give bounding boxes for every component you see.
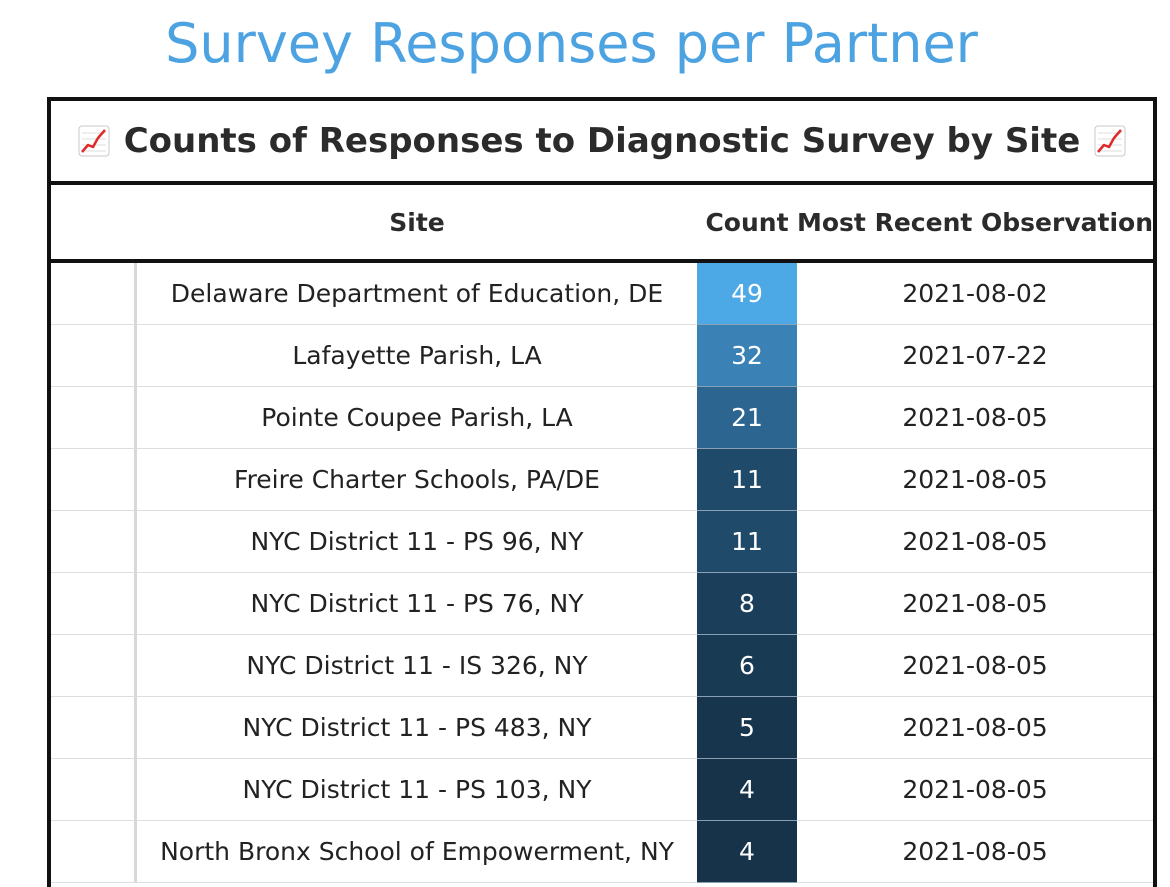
site-column-header[interactable]: Site bbox=[389, 207, 445, 237]
site-cell: NYC District 11 - IS 326, NY bbox=[137, 635, 697, 697]
table-row: Freire Charter Schools, PA/DE 11 2021-08-0… bbox=[51, 449, 1153, 511]
date-cell: 2021-08-05 bbox=[797, 449, 1153, 511]
site-cell: NYC District 11 - PS 483, NY bbox=[137, 697, 697, 759]
date-cell: 2021-08-02 bbox=[797, 263, 1153, 325]
row-index-cell bbox=[51, 697, 137, 759]
date-cell: 2021-08-05 bbox=[797, 573, 1153, 635]
table-caption-text: Counts of Responses to Diagnostic Survey… bbox=[123, 121, 1081, 161]
date-cell: 2021-08-05 bbox=[797, 697, 1153, 759]
date-cell: 2021-08-05 bbox=[797, 635, 1153, 697]
row-index-cell bbox=[51, 759, 137, 821]
row-index-cell bbox=[51, 325, 137, 387]
count-cell: 21 bbox=[697, 387, 797, 449]
table-caption: Counts of Responses to Diagnostic Survey… bbox=[51, 101, 1153, 185]
count-cell: 32 bbox=[697, 325, 797, 387]
table-row: NYC District 11 - PS 103, NY 4 2021-08-05 bbox=[51, 759, 1153, 821]
count-cell: 11 bbox=[697, 449, 797, 511]
date-column-header[interactable]: Most Recent Observation bbox=[797, 207, 1153, 237]
table-row: Delaware Department of Education, DE 49 20… bbox=[51, 263, 1153, 325]
count-cell: 4 bbox=[697, 759, 797, 821]
site-cell: North Bronx School of Empowerment, NY bbox=[137, 821, 697, 883]
site-cell: Delaware Department of Education, DE bbox=[137, 263, 697, 325]
date-cell: 2021-08-05 bbox=[797, 387, 1153, 449]
row-index-cell bbox=[51, 573, 137, 635]
table-row: NYC District 11 - PS 76, NY 8 2021-08-05 bbox=[51, 573, 1153, 635]
site-cell: Lafayette Parish, LA bbox=[137, 325, 697, 387]
count-cell: 8 bbox=[697, 573, 797, 635]
table-row: NYC District 11 - IS 326, NY 6 2021-08-05 bbox=[51, 635, 1153, 697]
count-column-header[interactable]: Count bbox=[705, 207, 789, 237]
site-cell: NYC District 11 - PS 96, NY bbox=[137, 511, 697, 573]
date-cell: 2021-08-05 bbox=[797, 759, 1153, 821]
chart-increasing-icon bbox=[78, 125, 110, 157]
table-row: North Bronx School of Empowerment, NY 4 20… bbox=[51, 821, 1153, 883]
date-cell: 2021-08-05 bbox=[797, 511, 1153, 573]
chart-increasing-icon bbox=[1094, 125, 1126, 157]
count-cell: 49 bbox=[697, 263, 797, 325]
table-row: NYC District 11 - PS 483, NY 5 2021-08-05 bbox=[51, 697, 1153, 759]
date-cell: 2021-08-05 bbox=[797, 821, 1153, 883]
table-row: Lafayette Parish, LA 32 2021-07-22 bbox=[51, 325, 1153, 387]
row-index-cell bbox=[51, 387, 137, 449]
row-index-cell bbox=[51, 821, 137, 883]
count-cell: 6 bbox=[697, 635, 797, 697]
row-index-cell bbox=[51, 263, 137, 325]
count-cell: 4 bbox=[697, 821, 797, 883]
row-index-cell bbox=[51, 511, 137, 573]
table-row: Pointe Coupee Parish, LA 21 2021-08-05 bbox=[51, 387, 1153, 449]
count-cell: 11 bbox=[697, 511, 797, 573]
row-index-cell bbox=[51, 449, 137, 511]
site-cell: Pointe Coupee Parish, LA bbox=[137, 387, 697, 449]
site-cell: NYC District 11 - PS 76, NY bbox=[137, 573, 697, 635]
responses-table: Counts of Responses to Diagnostic Survey… bbox=[47, 97, 1157, 887]
page-title: Survey Responses per Partner bbox=[165, 12, 978, 75]
table-header-row: Site Count Most Recent Observation bbox=[51, 185, 1153, 263]
count-cell: 5 bbox=[697, 697, 797, 759]
table-body: Delaware Department of Education, DE 49 20… bbox=[51, 263, 1153, 883]
table-row: NYC District 11 - PS 96, NY 11 2021-08-05 bbox=[51, 511, 1153, 573]
site-cell: NYC District 11 - PS 103, NY bbox=[137, 759, 697, 821]
row-index-cell bbox=[51, 635, 137, 697]
site-cell: Freire Charter Schools, PA/DE bbox=[137, 449, 697, 511]
date-cell: 2021-07-22 bbox=[797, 325, 1153, 387]
